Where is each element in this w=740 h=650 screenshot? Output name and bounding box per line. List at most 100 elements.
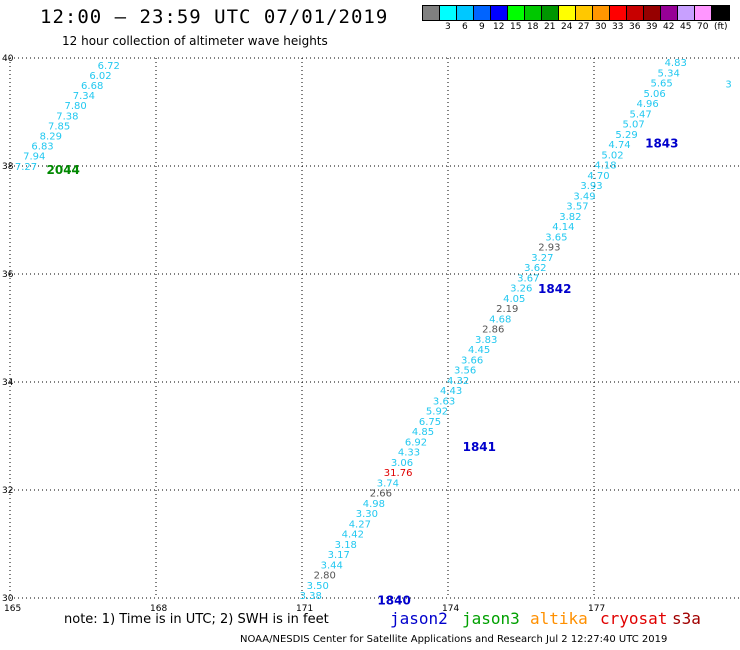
legend-swatch [576,6,593,20]
wave-height-value: 4.70 [587,171,609,182]
wave-height-value: 3.27 [531,253,553,264]
wave-height-value: 5.47 [629,109,651,120]
legend-swatch [661,6,678,20]
wave-height-value: 3.30 [356,509,378,520]
lat-tick-label: 40 [2,54,14,64]
wave-height-value: 4.98 [363,499,385,510]
wave-height-value: 5.02 [601,150,623,161]
wave-height-value: 3.06 [391,458,413,469]
wave-height-value: 6.92 [405,437,427,448]
wave-height-value: 4.33 [398,448,420,459]
legend-swatch [423,6,440,20]
legend-label: 9 [479,22,485,32]
wave-height-value: 3.62 [524,263,546,274]
satellite-name-jason3: jason3 [462,609,520,628]
legend-swatch [712,6,729,20]
legend-swatch [678,6,695,20]
lat-tick-label: 38 [2,162,14,172]
wave-height-value: 5.34 [658,68,680,79]
wave-height-value: 3.65 [545,232,567,243]
legend-swatch [542,6,559,20]
wave-height-value: 7.34 [73,91,95,102]
wave-height-value: 4.14 [552,222,574,233]
wave-height-value: 7.38 [56,111,78,122]
wave-height-value: 3.50 [307,581,329,592]
wave-height-value: 5.65 [651,79,673,90]
legend-swatch [644,6,661,20]
pass-time-label: 1840 [377,594,410,608]
wave-height-value: 4.05 [503,294,525,305]
satellite-name-s3a: s3a [672,609,701,628]
wave-height-value: 2.19 [496,304,518,315]
legend-label: 12 [493,22,505,32]
wave-height-value: 7.94 [23,152,45,163]
wave-height-value: 3.17 [328,550,350,561]
lon-tick-label: 165 [4,604,21,614]
legend-label: 15 [510,22,522,32]
legend-label: 39 [646,22,658,32]
wave-height-value: 7.27 [15,162,37,173]
wave-height-value: 4.32 [447,376,469,387]
legend-label: 70 [697,22,709,32]
legend-label: 33 [612,22,624,32]
wave-height-value: 3.93 [580,181,602,192]
lat-tick-label: 36 [2,270,14,280]
legend-swatch [695,6,712,20]
wave-height-value: 3.82 [559,212,581,223]
wave-height-value: 5.07 [622,120,644,131]
wave-height-value: 4.74 [608,140,630,151]
legend-swatch [610,6,627,20]
wave-height-value: 5.29 [615,130,637,141]
wave-height-value: 3.56 [454,366,476,377]
wave-height-value: 3.26 [510,284,532,295]
satellite-name-cryosat: cryosat [600,609,668,628]
wave-height-value: 31.76 [384,468,413,479]
wave-height-value: 6.72 [98,61,120,72]
legend-label: 36 [629,22,641,32]
pass-time-label: 1841 [463,440,496,454]
footer-credit: NOAA/NESDIS Center for Satellite Applica… [240,634,668,645]
wave-height-value: 6.02 [89,71,111,82]
wave-height-value: 3.44 [321,560,343,571]
page-title: 12:00 – 23:59 UTC 07/01/2019 [40,6,389,28]
wave-height-value: 3.18 [335,540,357,551]
lon-tick-label: 177 [588,604,605,614]
legend-label: 18 [527,22,539,32]
legend-swatch [627,6,644,20]
lat-tick-label: 32 [2,486,13,496]
legend-label: 27 [578,22,590,32]
units-note: note: 1) Time is in UTC; 2) SWH is in fe… [64,612,329,627]
wave-height-value: 2.80 [314,571,336,582]
wave-height-value: 3.57 [566,202,588,213]
wave-height-value: 3 [725,80,731,91]
wave-height-value: 4.85 [412,427,434,438]
wave-height-value: 4.68 [489,314,511,325]
legend-swatch [559,6,576,20]
satellite-name-altika: altika [530,609,588,628]
legend-label: 21 [544,22,556,32]
wave-height-value: 4.83 [665,58,687,69]
wave-height-value: 6.68 [81,81,103,92]
wave-height-value: 3.74 [377,478,399,489]
lon-tick-label: 168 [150,604,167,614]
wave-height-value: 7.85 [48,121,70,132]
wave-height-value: 3.49 [573,191,595,202]
wave-height-value: 4.18 [594,161,616,172]
satellite-name-jason2: jason2 [390,609,448,628]
lon-tick-label: 171 [296,604,313,614]
lat-tick-label: 30 [2,594,14,604]
page-subtitle: 12 hour collection of altimeter wave hei… [62,34,328,48]
legend-swatch [457,6,474,20]
wave-height-value: 4.45 [468,345,490,356]
wave-height-value: 3.67 [517,273,539,284]
legend-swatch [474,6,491,20]
wave-height-value: 4.27 [349,519,371,530]
wave-height-value: 4.42 [342,530,364,541]
legend-label: 24 [561,22,573,32]
wave-height-value: 3.66 [461,355,483,366]
legend-label: 45 [680,22,692,32]
wave-height-value: 4.43 [440,386,462,397]
wave-height-value: 2.66 [370,489,392,500]
wave-height-value: 3.38 [300,591,322,602]
